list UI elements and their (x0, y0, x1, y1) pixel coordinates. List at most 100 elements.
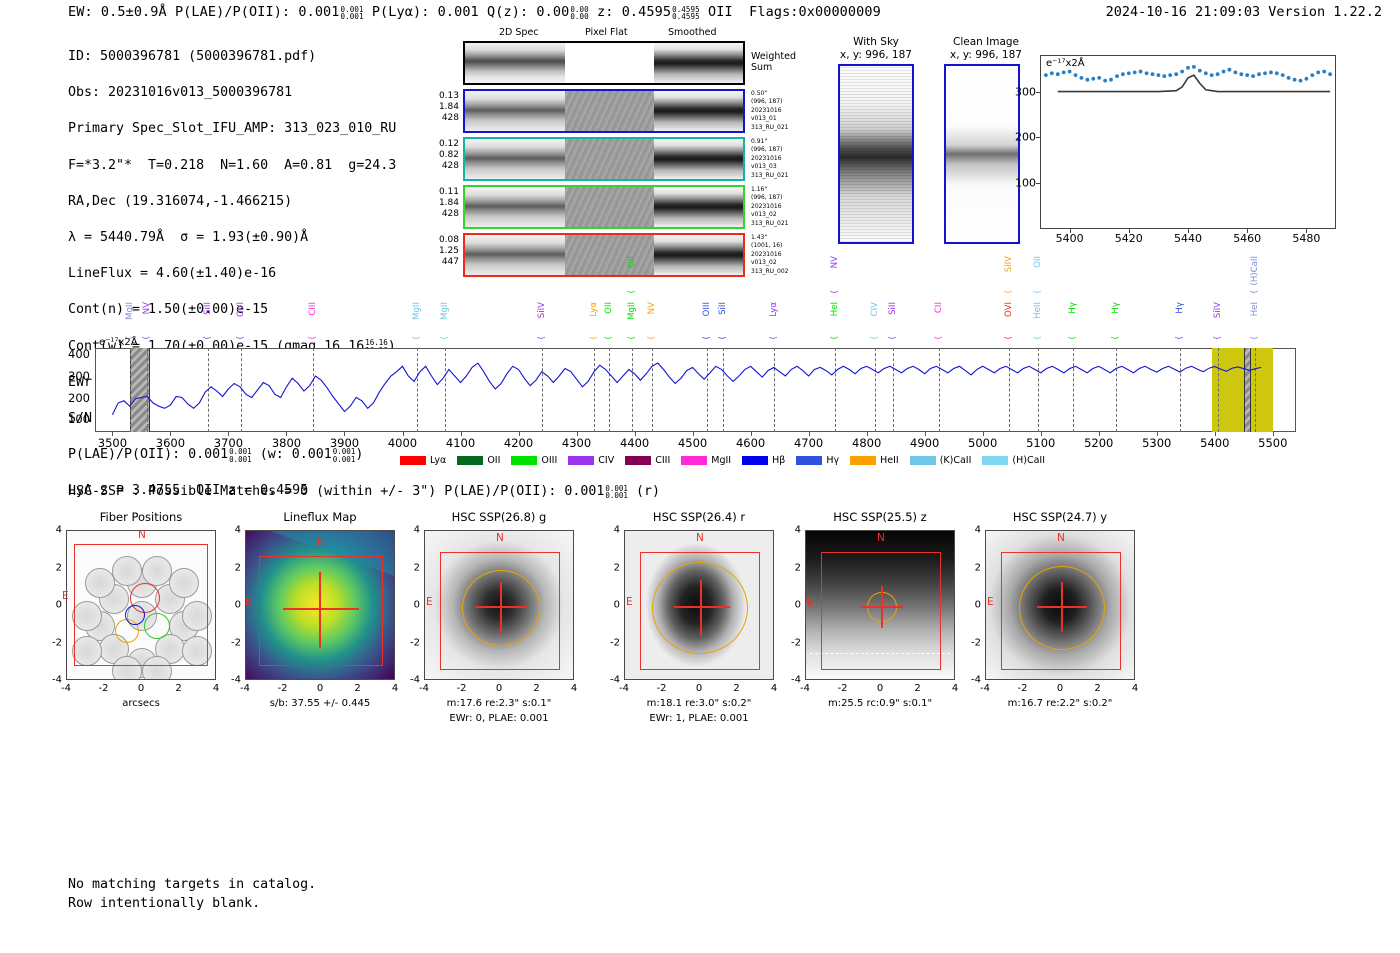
header-qz-errors: 0.00 0.00 (570, 4, 589, 22)
legend-swatch (796, 456, 823, 465)
header-z-line: OII (708, 4, 733, 20)
spectrum-line-marker (1116, 348, 1118, 432)
zoom-ytick-mark (1036, 183, 1040, 185)
spectrum-line-bracket: ( (829, 290, 840, 294)
panel-xtick-label: 4 (1131, 683, 1139, 694)
spectrum-xtick-label: 4100 (445, 436, 476, 450)
hsc-z-image (805, 530, 955, 680)
header-flags: Flags:0x00000009 (749, 4, 881, 20)
panel-xtick-label: -2 (277, 683, 288, 694)
fiber-smoothed-image (654, 91, 743, 131)
spectrum-xtick-mark (1156, 432, 1158, 436)
panel-xtick-label: -2 (656, 683, 667, 694)
panel-ytick-label: 0 (413, 599, 420, 611)
legend-item: CIII (625, 455, 670, 466)
panel-ytick-label: 0 (55, 599, 62, 611)
spectrum-xtick-label: 5500 (1258, 436, 1288, 450)
panel-xtick-label: -4 (619, 683, 629, 694)
panel-xtick-label: 0 (495, 683, 503, 694)
legend-item: MgII (681, 455, 731, 466)
fiber-smoothed-image (654, 187, 743, 227)
panel-ytick-label: 4 (974, 524, 981, 536)
header-z-errors: 0.4595 0.4595 (672, 4, 700, 22)
spectrum-line-label: OII (626, 256, 637, 268)
spectrum-xtick-mark (112, 432, 114, 436)
panel-caption-primary: arcsecs (122, 698, 160, 709)
zoom-xtick-mark (1306, 229, 1308, 233)
spectrum-line-bracket: ( (1174, 336, 1185, 340)
spectrum-line-marker (541, 348, 543, 432)
spectrum-xtick-label: 4900 (910, 436, 940, 450)
panel-ytick-label: 4 (413, 524, 420, 536)
zoom-xtick-label: 5420 (1114, 232, 1143, 245)
spectrum-line-marker (444, 348, 446, 432)
spectrum-line-bracket: ( (887, 336, 898, 340)
legend-swatch (742, 456, 769, 465)
spectrum-line-label: HeI (829, 302, 840, 317)
panel-xtick-label: 4 (212, 683, 220, 694)
spectrum-line-label: MgII (412, 302, 422, 320)
spectrum-line-label: OII (1032, 256, 1043, 268)
panel-ytick-label: 0 (974, 599, 981, 611)
panel-xtick-label: 0 (316, 683, 324, 694)
legend-label: CIV (598, 455, 615, 466)
fiber-right-meta: 1.43" (1001, 16) 20231016 v013_02 313_RU… (751, 234, 789, 275)
spectrum-line-marker (208, 348, 210, 432)
panel-ytick-label: -4 (610, 674, 620, 686)
panel-ytick-label: -4 (231, 674, 241, 686)
spectrum-xtick-label: 4600 (735, 436, 766, 450)
panel-xtick-label: 4 (570, 683, 578, 694)
header-plae-errors: 0.001 0.001 (340, 4, 364, 22)
spectrum-highlight-band (1211, 348, 1244, 432)
fiber-2dspec-image (465, 235, 566, 275)
spectrum-line-bracket: ( (588, 336, 599, 340)
zoom-xtick-label: 5460 (1233, 232, 1262, 245)
weighted-sum-smoothed-image (654, 43, 743, 83)
panel-xtick-label: -4 (800, 683, 810, 694)
zoom-xtick-mark (1069, 229, 1071, 233)
zoom-line-plot: e⁻¹⁷x2Å 300 200 100 5400 5420 5440 5460 5480 (1015, 55, 1336, 245)
info-id: ID: 5000396781 (5000396781.pdf) (68, 49, 317, 65)
spectrum-masked-band (1243, 348, 1251, 432)
legend-swatch (850, 456, 877, 465)
spectrum-xtick-mark (228, 432, 230, 436)
source-info-block: ID: 5000396781 (5000396781.pdf) Obs: 202… (68, 30, 396, 519)
spectrum-line-bracket: ( (934, 336, 945, 340)
spectrum-line-bracket: ( (702, 336, 713, 340)
spectrum-line-marker (1255, 348, 1257, 432)
panel-xtick-label: 2 (354, 683, 361, 694)
zoom-ytick-label: 100 (1015, 176, 1036, 190)
spectrum-line-bracket: ( (124, 336, 135, 340)
spectrum-xtick-label: 5200 (1084, 436, 1114, 450)
fiber-pixelflat-image (565, 139, 655, 179)
spectrum-line-bracket: ( (536, 336, 547, 340)
spectrum-line-marker (651, 348, 653, 432)
spectrum-xtick-label: 4700 (793, 436, 824, 450)
panel-xtick-label: -2 (98, 683, 109, 694)
spectrum-xtick-mark (518, 432, 520, 436)
zoom-ytick-mark (1036, 137, 1040, 139)
legend-label: (K)CaII (939, 455, 972, 466)
panel-title: HSC SSP(26.8) g (451, 510, 547, 524)
panel-ytick-label: 0 (794, 599, 801, 611)
cutout-title-clean-image: Clean Image x, y: 996, 187 (950, 36, 1022, 61)
panel-ytick-label: -4 (410, 674, 420, 686)
fiber-pixelflat-image (565, 91, 655, 131)
panel-caption-secondary: EWr: 1, PLAE: 0.001 (649, 713, 749, 724)
spectrum-line-label: MgII (124, 302, 135, 320)
spectrum-xtick-label: 3900 (329, 436, 360, 450)
panel-ytick-label: -4 (791, 674, 801, 686)
spectrum-line-bracket: ( (412, 336, 422, 340)
spectrum-xtick-mark (750, 432, 752, 436)
header-qz: Q(z): 0.00 (487, 4, 570, 20)
legend-item: Hβ (742, 455, 785, 466)
spectrum-xtick-label: 4400 (619, 436, 650, 450)
legend-label: OII (487, 455, 501, 466)
legend-label: Lyα (430, 455, 447, 466)
header-summary-line: EW: 0.5±0.9Å P(LAE)/P(OII): 0.001 0.001 0.… (68, 4, 881, 21)
spectrum-line-label: SiII (203, 302, 214, 315)
info-redshifts: LyA z = 3.4755 OII z = 0.4595 (68, 483, 309, 499)
spectrum-ytick-label: 300 (68, 369, 90, 383)
panel-ytick-label: 2 (234, 562, 241, 573)
panel-ytick-label: -4 (52, 674, 62, 686)
